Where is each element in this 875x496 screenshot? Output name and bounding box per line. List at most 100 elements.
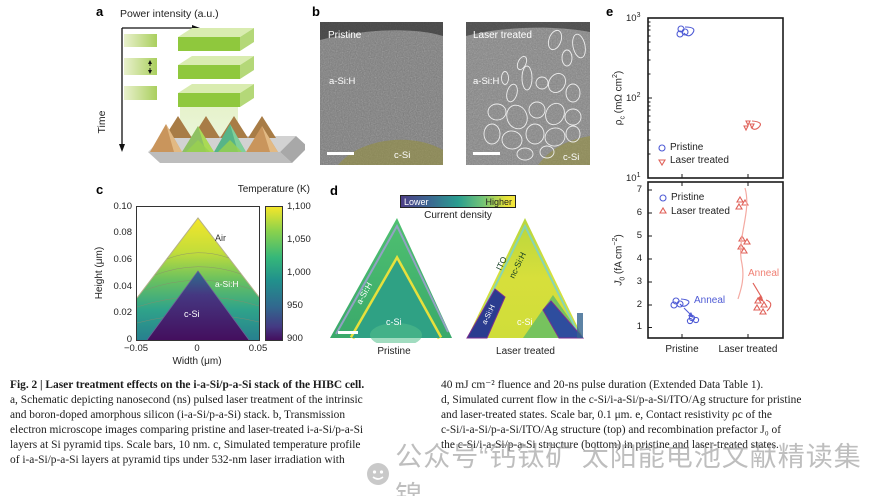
panel-d-label: d: [330, 183, 338, 198]
c-si-core: [147, 271, 249, 340]
x-tick: −0.05: [123, 343, 149, 354]
laser-rho-cluster: [743, 120, 761, 132]
colorbar-high-label: Higher: [485, 197, 512, 207]
legend-laser: Laser treated: [671, 206, 730, 217]
current-density-colorbar: Lower Higher: [400, 195, 516, 208]
laser-pulse-slabs: [178, 28, 254, 107]
cb-tick: 900: [287, 333, 303, 344]
laser-pulse-bar: [124, 34, 157, 47]
panel-a-label: a: [96, 4, 104, 19]
a-si-label: a-Si:H: [473, 76, 500, 87]
cb-tick: 950: [287, 300, 303, 311]
nanocrystallite-outlines: [483, 29, 586, 161]
y-tick: 5: [636, 230, 642, 241]
pristine-caption: Pristine: [377, 346, 411, 357]
width-axis-label: Width (μm): [172, 356, 222, 367]
panel-e-plots: [647, 17, 784, 339]
height-axis-label: Height (μm): [94, 246, 105, 300]
colorbar-title: Temperature (K): [237, 184, 310, 195]
rho-axis-label: ρc (mΩ cm2): [612, 70, 627, 126]
legend-pristine: Pristine: [670, 142, 704, 153]
caption-line: electron microscope images comparing pri…: [10, 424, 364, 436]
c-si-label: c-Si: [517, 317, 533, 327]
y-tick: 4: [636, 253, 642, 264]
panel-e-label: e: [606, 4, 614, 19]
current-map-laser: ITO nc-Si:H ITO a-Si:H c-Si: [466, 218, 585, 339]
y-tick-1e3: 103: [626, 12, 641, 25]
legend-pristine: Pristine: [671, 192, 705, 203]
c-si-label: c-Si: [563, 152, 579, 163]
watermark: 公众号“钙钛矿 太阳能电池文献精读集锦: [366, 442, 875, 496]
panel-a-art: [119, 25, 305, 163]
laser-caption: Laser treated: [496, 346, 555, 357]
y-tick: 0: [126, 334, 132, 345]
pyramid-substrate: [148, 116, 305, 163]
y-tick: 1: [636, 321, 642, 332]
y-tick: 2: [636, 299, 642, 310]
c-si-region: [538, 136, 590, 165]
low-current-wedge-right: [542, 300, 585, 339]
y-tick: 6: [636, 207, 642, 218]
tem-image-pristine: Pristine a-Si:H c-Si: [320, 22, 443, 165]
caption-line: and laser-treated states. Scale bar, 0.1…: [441, 409, 772, 421]
a-si-region-label: a-Si:H: [215, 279, 239, 289]
c-si-label: c-Si: [386, 317, 402, 327]
panel-e: e: [600, 2, 875, 370]
caption-line: and boron-doped amorphous silicon (i-a-S…: [10, 409, 346, 421]
x-tick: 0.05: [248, 343, 268, 354]
laser-pulse-bar: [124, 58, 157, 75]
power-intensity-axis-label: Power intensity (a.u.): [120, 8, 219, 20]
caption-line: a, Schematic depicting nanosecond (ns) p…: [10, 394, 363, 406]
tem-title: Pristine: [328, 30, 362, 41]
y-tick: 7: [636, 184, 642, 195]
caption-line: of i-a-Si/p-a-Si layers at pyramid tips …: [10, 454, 345, 466]
y-tick: 0.06: [113, 254, 133, 265]
cb-tick: 1,000: [287, 267, 311, 278]
cb-tick: 1,050: [287, 234, 311, 245]
temperature-heatmap: Air a-Si:H c-Si: [136, 206, 260, 341]
j0-axis-label: J0 (fA cm−2): [612, 234, 627, 286]
anneal-annotation-blue: Anneal: [694, 295, 726, 306]
tem-image-laser-treated: Laser treated a-Si:H c-Si: [466, 22, 590, 165]
caption-title: Fig. 2 | Laser treatment effects on the …: [10, 379, 365, 391]
anneal-annotation-red: Anneal: [748, 268, 780, 279]
pristine-rho-cluster: [676, 25, 695, 38]
y-tick: 0.10: [113, 201, 133, 212]
y-tick: 0.02: [113, 307, 133, 318]
y-tick: 0.08: [113, 227, 133, 238]
caption-line: c-Si/i-a-Si/p-a-Si/ITO/Ag structure (top…: [441, 424, 782, 436]
panel-c: c Temperature (K): [88, 178, 325, 370]
y-tick: 0.04: [113, 281, 133, 292]
caption-line: the c-Si/i-a-Si/p-a-Si structure (bottom…: [441, 439, 779, 451]
x-tick-laser: Laser treated: [718, 344, 778, 355]
caption-right-column: 40 mJ cm⁻² fluence and 20-ns pulse durat…: [441, 378, 871, 453]
pristine-j0-clusters: [670, 297, 700, 325]
scale-bar: [473, 152, 500, 155]
panel-b-label: b: [312, 4, 320, 19]
laser-pulse-bar: [124, 86, 157, 100]
legend-laser: Laser treated: [670, 155, 729, 166]
c-si-label: c-Si: [394, 150, 410, 161]
x-tick-pristine: Pristine: [665, 344, 699, 355]
tem-title: Laser treated: [473, 30, 532, 41]
c-si-region-label: c-Si: [184, 309, 200, 319]
temperature-colorbar: [265, 206, 283, 341]
colorbar-low-label: Lower: [404, 197, 429, 207]
caption-line: layers at Si pyramid tips. Scale bars, 1…: [10, 439, 361, 451]
panel-a: a Power intensity (a.u.) Time ns: [88, 2, 305, 176]
current-map-pristine: ITO a-Si:H c-Si: [330, 218, 452, 343]
caption-line: 40 mJ cm⁻² fluence and 20-ns pulse durat…: [441, 379, 764, 391]
c-si-region: [338, 139, 443, 165]
caption-line: d, Simulated current flow in the c-Si/i-…: [441, 394, 802, 406]
air-region-label: Air: [215, 233, 226, 243]
scale-bar: [338, 331, 358, 334]
colorbar-title: Current density: [424, 210, 492, 221]
low-current-wedge-left: [466, 288, 506, 339]
y-tick: 3: [636, 276, 642, 287]
a-si-label: a-Si:H: [329, 76, 356, 87]
panel-c-label: c: [96, 182, 104, 197]
y-tick-1e2: 102: [626, 92, 641, 105]
y-tick-1e1: 101: [626, 172, 641, 185]
panel-b: b Pristine a-Si:H c-Si: [308, 2, 600, 174]
